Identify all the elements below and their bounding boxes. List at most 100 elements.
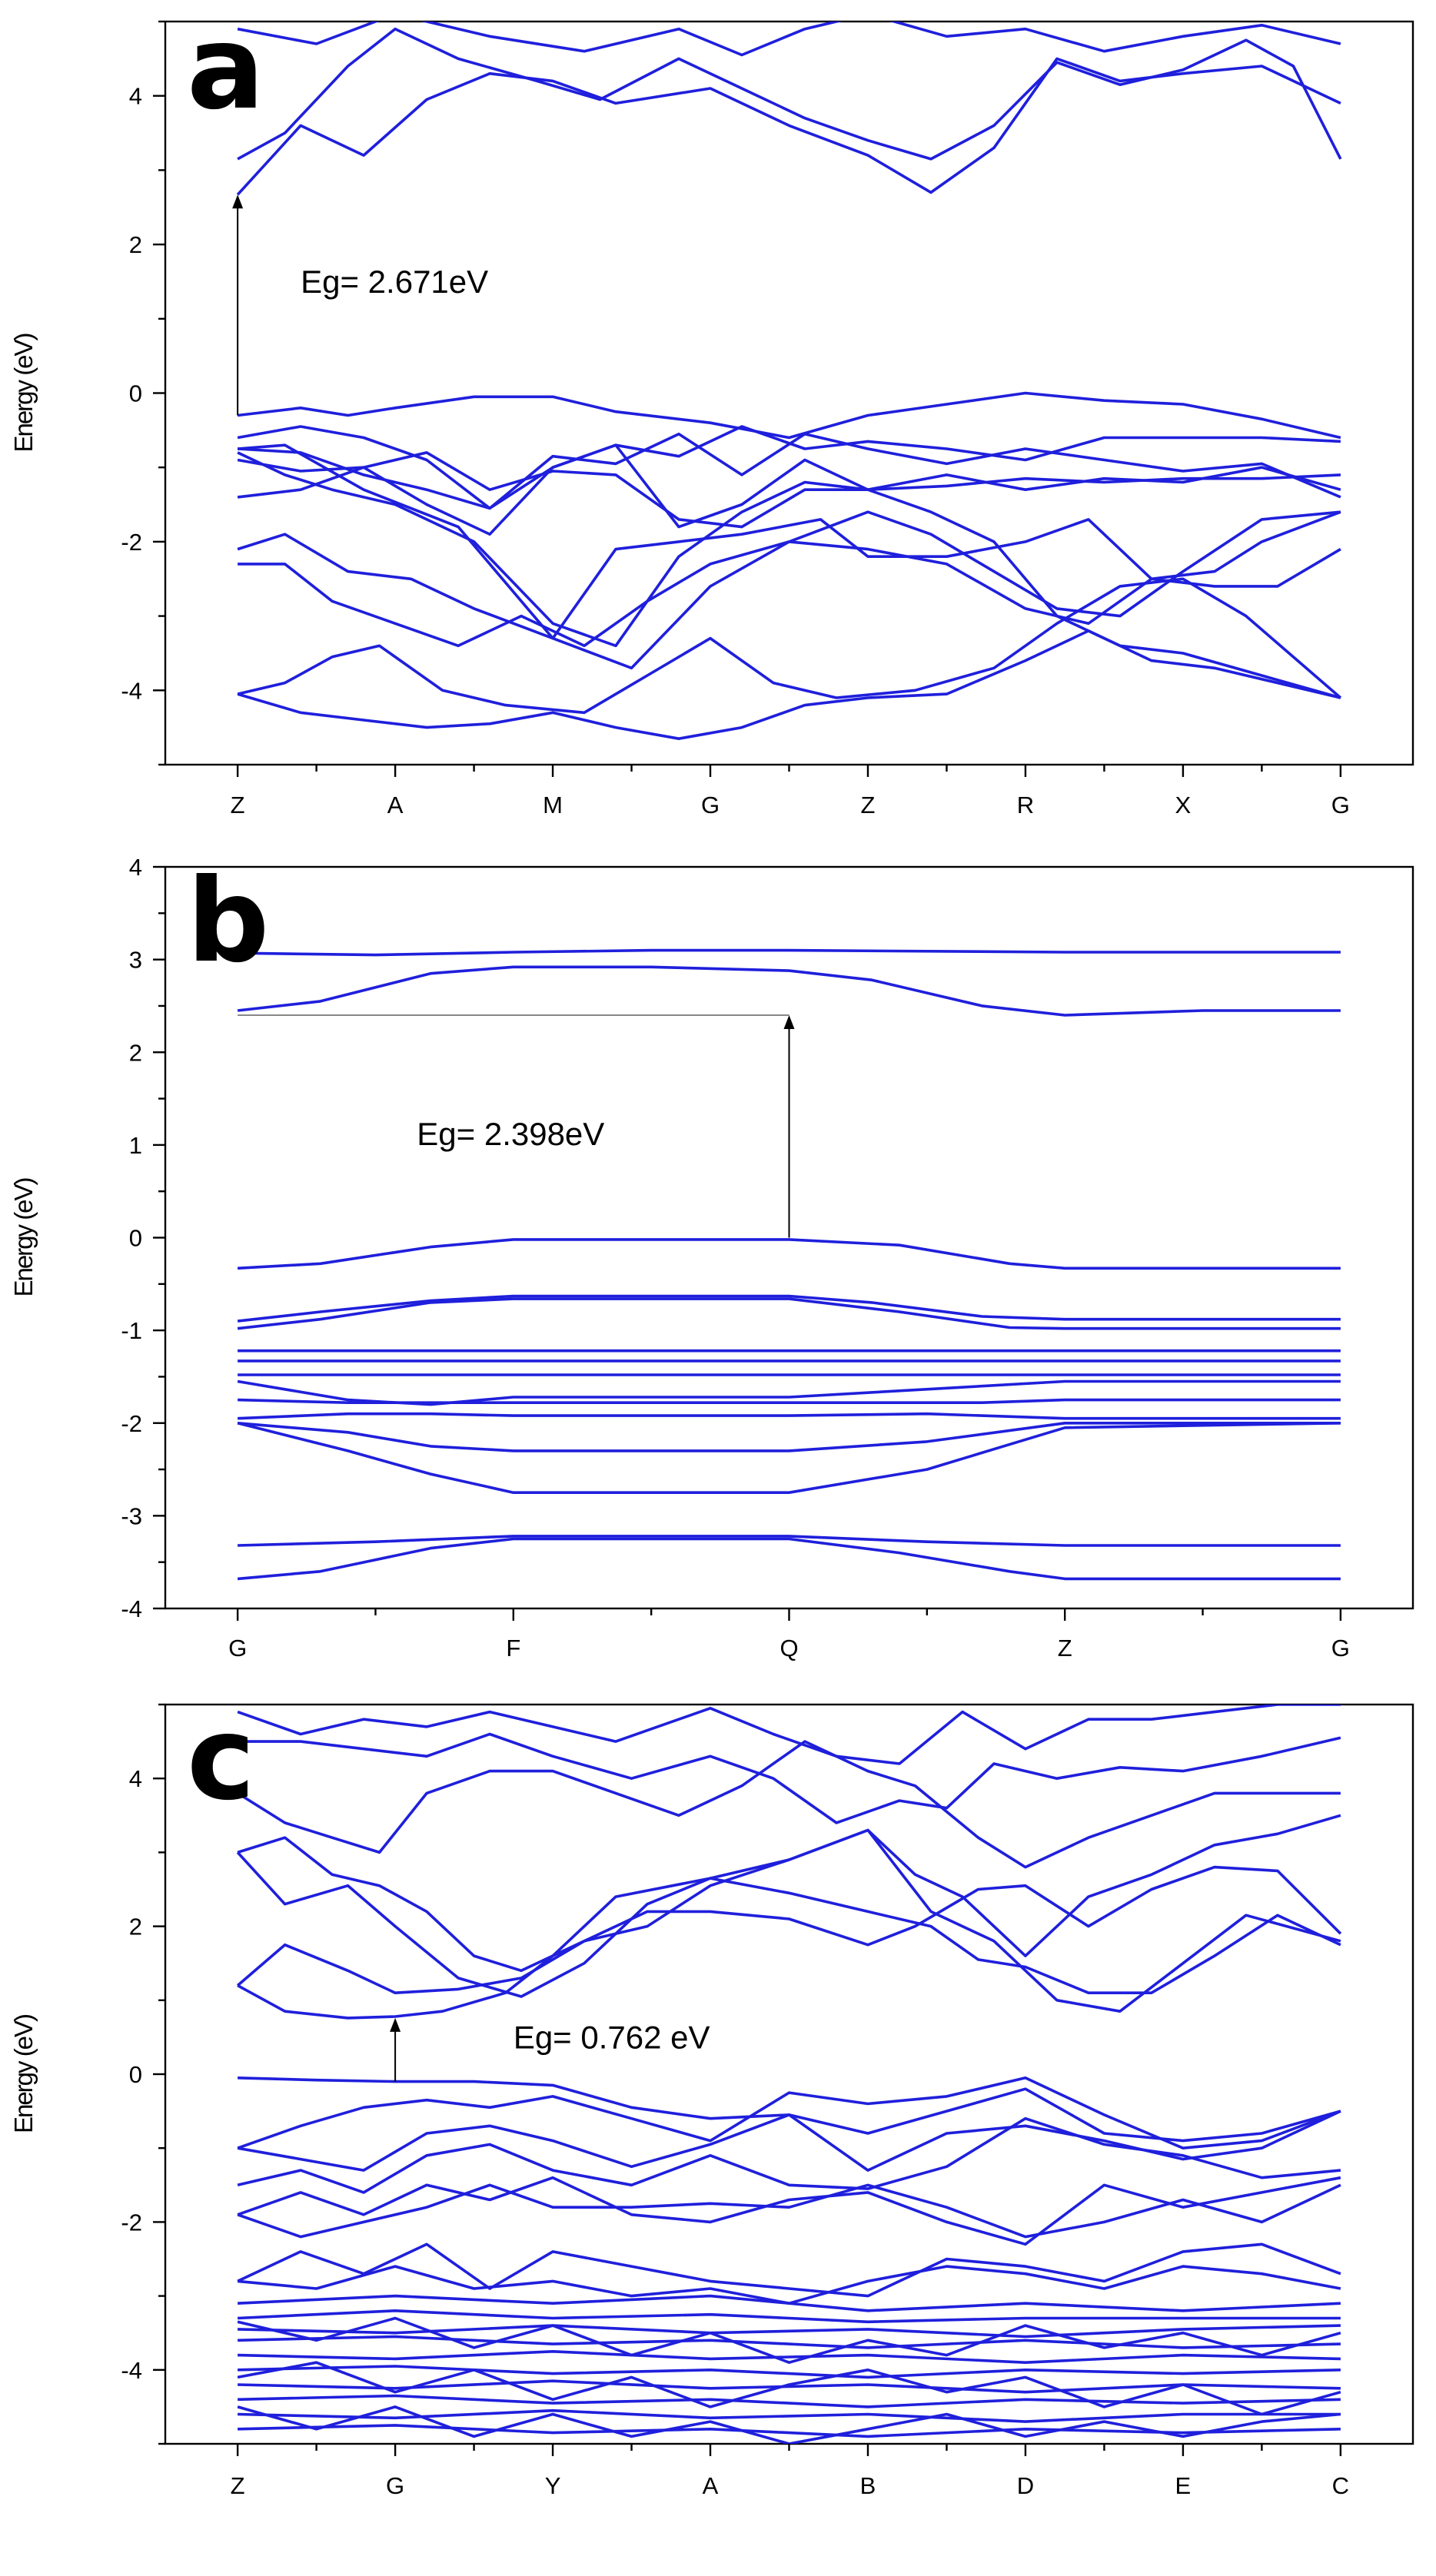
band-v4	[237, 2116, 1341, 2194]
y-axis-label: Energy (eV)	[9, 1178, 38, 1296]
band-c2	[237, 27, 1342, 161]
band-v2	[237, 2076, 1341, 2149]
y-tick-label: -3	[121, 1502, 142, 1529]
band-v2	[237, 425, 1341, 510]
x-tick-label-g: G	[228, 1635, 247, 1661]
y-tick-label: 2	[129, 231, 142, 258]
band-lines	[236, 1705, 1342, 2444]
band-v3	[237, 432, 1341, 510]
y-tick-label: 3	[129, 947, 142, 974]
band-v1	[238, 2076, 1341, 2143]
y-tick-label: 4	[129, 854, 142, 881]
x-tick-label-g: G	[386, 2472, 404, 2499]
y-tick-label: 4	[129, 83, 142, 110]
y-axis-label: Energy (eV)	[9, 2015, 38, 2133]
band-c2	[237, 965, 1341, 1017]
panel-letter: a	[187, 2, 264, 135]
band-c6	[238, 1732, 1341, 1824]
panel-letter: b	[187, 855, 269, 988]
panel-a-band-structure: -4 -2 0 2 4 Z A M G Z R X G Energy (eV) Eg= 2.671eV a	[9, 2, 1414, 818]
x-tick-label-x: X	[1175, 792, 1192, 818]
band-c2	[236, 1865, 1342, 1994]
band-v9	[238, 2294, 1341, 2312]
band-v5	[237, 2176, 1341, 2246]
band-c7	[237, 1705, 1341, 1765]
band-v15	[238, 2379, 1341, 2394]
x-tick-label-z: Z	[1058, 1635, 1072, 1661]
x-tick-label-d: D	[1017, 2472, 1034, 2499]
x-tick-label-f: F	[506, 1635, 520, 1661]
band-c3	[237, 1814, 1341, 1973]
gap-arrow-head	[783, 1015, 795, 1029]
x-tick-label-b: B	[860, 2472, 876, 2499]
y-tick-label: 1	[129, 1132, 142, 1159]
x-tick-label-z: Z	[231, 2472, 245, 2499]
band-v7	[237, 1379, 1341, 1406]
band-v12	[238, 2335, 1341, 2349]
band-v20	[237, 2361, 1341, 2416]
x-tick-label-g: G	[701, 792, 720, 818]
band-v1	[237, 391, 1341, 440]
band-v8	[238, 1398, 1341, 1404]
x-tick-label-e: E	[1175, 2472, 1192, 2499]
band-v3	[237, 1297, 1341, 1330]
band-c1	[236, 57, 1341, 196]
band-v21	[237, 2405, 1341, 2444]
band-v8	[237, 577, 1342, 715]
band-v11	[238, 2324, 1341, 2339]
band-c3	[237, 22, 1341, 57]
x-tick-label-q: Q	[779, 1635, 798, 1661]
band-v7	[238, 510, 1341, 648]
band-v12	[238, 1535, 1341, 1547]
band-v16	[238, 2394, 1341, 2408]
band-v19	[237, 2316, 1341, 2364]
y-tick-label: 4	[129, 1765, 142, 1792]
band-v8	[237, 2265, 1341, 2305]
y-tick-label: -4	[121, 1595, 142, 1622]
x-tick-label-a: A	[387, 792, 404, 818]
y-tick-label: -4	[121, 677, 142, 704]
x-tick-label-a: A	[703, 2472, 719, 2499]
band-v9	[238, 1412, 1341, 1420]
band-v17	[238, 2408, 1341, 2423]
band-v2	[237, 1294, 1341, 1323]
band-v9	[237, 629, 1341, 740]
y-tick-label: 0	[129, 380, 142, 407]
x-tick-label-z: Z	[231, 792, 245, 818]
x-tick-label-g: G	[1331, 1635, 1350, 1661]
panel-b-band-structure: -4 -3 -2 -1 0 1 2 3 4 G F Q Z G Energy (eV) Eg= 2.398eV…	[9, 854, 1414, 1661]
band-v14	[238, 2365, 1341, 2379]
band-v10	[237, 451, 1341, 699]
y-tick-label: -2	[121, 2209, 142, 2236]
band-v6	[237, 2183, 1341, 2239]
x-tick-label-y: Y	[545, 2472, 561, 2499]
band-c5	[237, 1740, 1341, 1869]
band-v11	[237, 1422, 1341, 1494]
x-tick-label-z: Z	[861, 792, 876, 818]
y-tick-label: -2	[121, 529, 142, 556]
band-v10	[237, 1422, 1341, 1452]
x-tick-label-r: R	[1017, 792, 1034, 818]
y-axis-label: Energy (eV)	[9, 334, 38, 452]
gap-arrow-head	[390, 2017, 401, 2032]
band-v13	[238, 2350, 1341, 2364]
band-v7	[237, 2242, 1341, 2298]
band-v5	[237, 451, 1341, 529]
band-lines	[237, 948, 1341, 1581]
y-tick-label: -4	[121, 2357, 142, 2384]
gap-arrow-head	[232, 194, 244, 209]
band-v1	[237, 1238, 1341, 1270]
panel-letter: c	[187, 1692, 255, 1826]
y-tick-label: -1	[121, 1317, 142, 1344]
y-tick-label: 0	[129, 1225, 142, 1252]
band-lines	[236, 22, 1342, 740]
y-tick-label: 2	[129, 1914, 142, 1940]
band-gap-label: Eg= 2.398eV	[417, 1116, 604, 1152]
x-tick-label-c: C	[1332, 2472, 1349, 2499]
band-v11	[237, 443, 1341, 670]
band-gap-label: Eg= 2.671eV	[301, 264, 488, 300]
y-tick-label: 0	[129, 2061, 142, 2088]
y-tick-label: 2	[129, 1039, 142, 1066]
band-c1	[237, 1877, 1341, 2020]
